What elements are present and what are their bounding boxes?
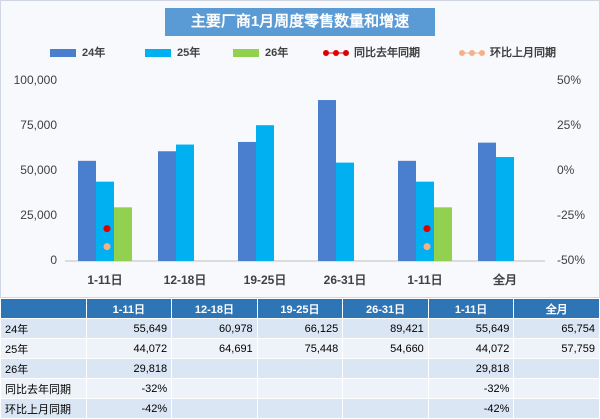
table-row-label: 同比去年同期 [0, 378, 87, 399]
table-row: 24年 55,649 60,978 66,125 89,421 55,649 65,754 [0, 318, 600, 339]
bar [318, 100, 336, 261]
point [423, 243, 431, 251]
bar [416, 181, 434, 261]
bar [176, 144, 194, 261]
table-cell: -42% [427, 398, 515, 419]
bar [158, 151, 176, 261]
bar [496, 157, 514, 261]
table-cell [513, 398, 600, 419]
bar [78, 160, 96, 261]
bar [434, 207, 452, 261]
table-row: 同比去年同期 -32% -32% [0, 378, 600, 399]
table-cell: 44,072 [427, 338, 515, 359]
y2-tick-label: 25% [557, 118, 581, 132]
legend-swatch [145, 49, 171, 57]
x-tick-label: 12-18日 [164, 273, 207, 287]
table-cell: -42% [85, 398, 173, 419]
table-cell: 64,691 [171, 338, 258, 359]
x-tick-label: 19-25日 [244, 273, 287, 287]
table-cell: 44,072 [85, 338, 173, 359]
table-cell [513, 378, 600, 399]
table-cell: 89,421 [342, 318, 429, 339]
legend-label: 24年 [82, 45, 105, 59]
y-tick-label: 100,000 [14, 73, 58, 87]
bar [256, 125, 274, 261]
table-row-label: 26年 [0, 358, 87, 379]
legend-swatch [233, 49, 259, 57]
table-cell [256, 398, 344, 419]
table-row-label: 24年 [0, 318, 87, 339]
table-cell: -32% [85, 378, 173, 399]
y-tick-label: 50,000 [20, 163, 57, 177]
bar [478, 142, 496, 261]
x-tick-label: 26-31日 [324, 273, 367, 287]
table-row-label: 25年 [0, 338, 87, 359]
legend-label: 26年 [265, 45, 288, 59]
chart: 主要厂商1月周度零售数量和增速 0 25,000 50,000 75,000 100,0… [0, 0, 600, 298]
table-cell: -32% [427, 378, 515, 399]
table-cell: 55,649 [85, 318, 173, 339]
y2-tick-label: 0% [557, 163, 575, 177]
table-header-cell: 全月 [513, 298, 600, 319]
point [103, 225, 111, 233]
y-tick-label: 75,000 [20, 118, 57, 132]
table-cell: 60,978 [171, 318, 258, 339]
table-cell: 75,448 [256, 338, 344, 359]
bar [114, 207, 132, 261]
y2-tick-label: 50% [557, 73, 581, 87]
x-tick-label: 1-11日 [407, 273, 442, 287]
table-header-row: 1-11日 12-18日 19-25日 26-31日 1-11日 全月 [0, 298, 600, 319]
point [423, 225, 431, 233]
table-cell: 66,125 [256, 318, 344, 339]
table-cell [342, 358, 429, 379]
table-row: 25年 44,072 64,691 75,448 54,660 44,072 57,759 [0, 338, 600, 359]
x-tick-label: 1-11日 [87, 273, 122, 287]
legend-swatch [50, 49, 76, 57]
bar [238, 141, 256, 261]
y-tick-label: 25,000 [20, 208, 57, 222]
table-row-label: 环比上月同期 [0, 398, 87, 419]
table-row: 环比上月同期 -42% -42% [0, 398, 600, 419]
table-cell: 57,759 [513, 338, 600, 359]
table-cell [342, 398, 429, 419]
table-row: 26年 29,818 29,818 [0, 358, 600, 379]
legend-label: 25年 [177, 45, 200, 59]
bar [336, 162, 354, 261]
title-banner [165, 8, 435, 36]
table-cell [171, 378, 258, 399]
table-cell [171, 398, 258, 419]
table-header-cell: 12-18日 [171, 298, 258, 319]
y-tick-label: 0 [50, 253, 57, 267]
chart-title: 主要厂商1月周度零售数量和增速 [191, 12, 409, 30]
point [103, 243, 111, 251]
table-header-cell: 1-11日 [85, 298, 173, 319]
table-cell [513, 358, 600, 379]
x-tick-label: 全月 [492, 272, 517, 287]
table-cell [171, 358, 258, 379]
table-cell: 54,660 [342, 338, 429, 359]
data-table: 1-11日 12-18日 19-25日 26-31日 1-11日 全月 24年 55,649 6… [0, 298, 600, 419]
table-cell [256, 358, 344, 379]
table-cell: 29,818 [427, 358, 515, 379]
table-header-cell: 19-25日 [256, 298, 344, 319]
table-cell: 65,754 [513, 318, 600, 339]
bar [96, 181, 114, 261]
legend-label: 同比去年同期 [354, 45, 420, 59]
table-header-cell: 1-11日 [427, 298, 515, 319]
legend-label: 环比上月同期 [490, 45, 556, 59]
table-cell: 55,649 [427, 318, 515, 339]
table-header-cell: 26-31日 [342, 298, 429, 319]
y2-tick-label: -50% [557, 253, 585, 267]
table-corner [0, 298, 87, 319]
table-cell [342, 378, 429, 399]
table-cell [256, 378, 344, 399]
y2-tick-label: -25% [557, 208, 585, 222]
bar [398, 160, 416, 261]
table-cell: 29,818 [85, 358, 173, 379]
